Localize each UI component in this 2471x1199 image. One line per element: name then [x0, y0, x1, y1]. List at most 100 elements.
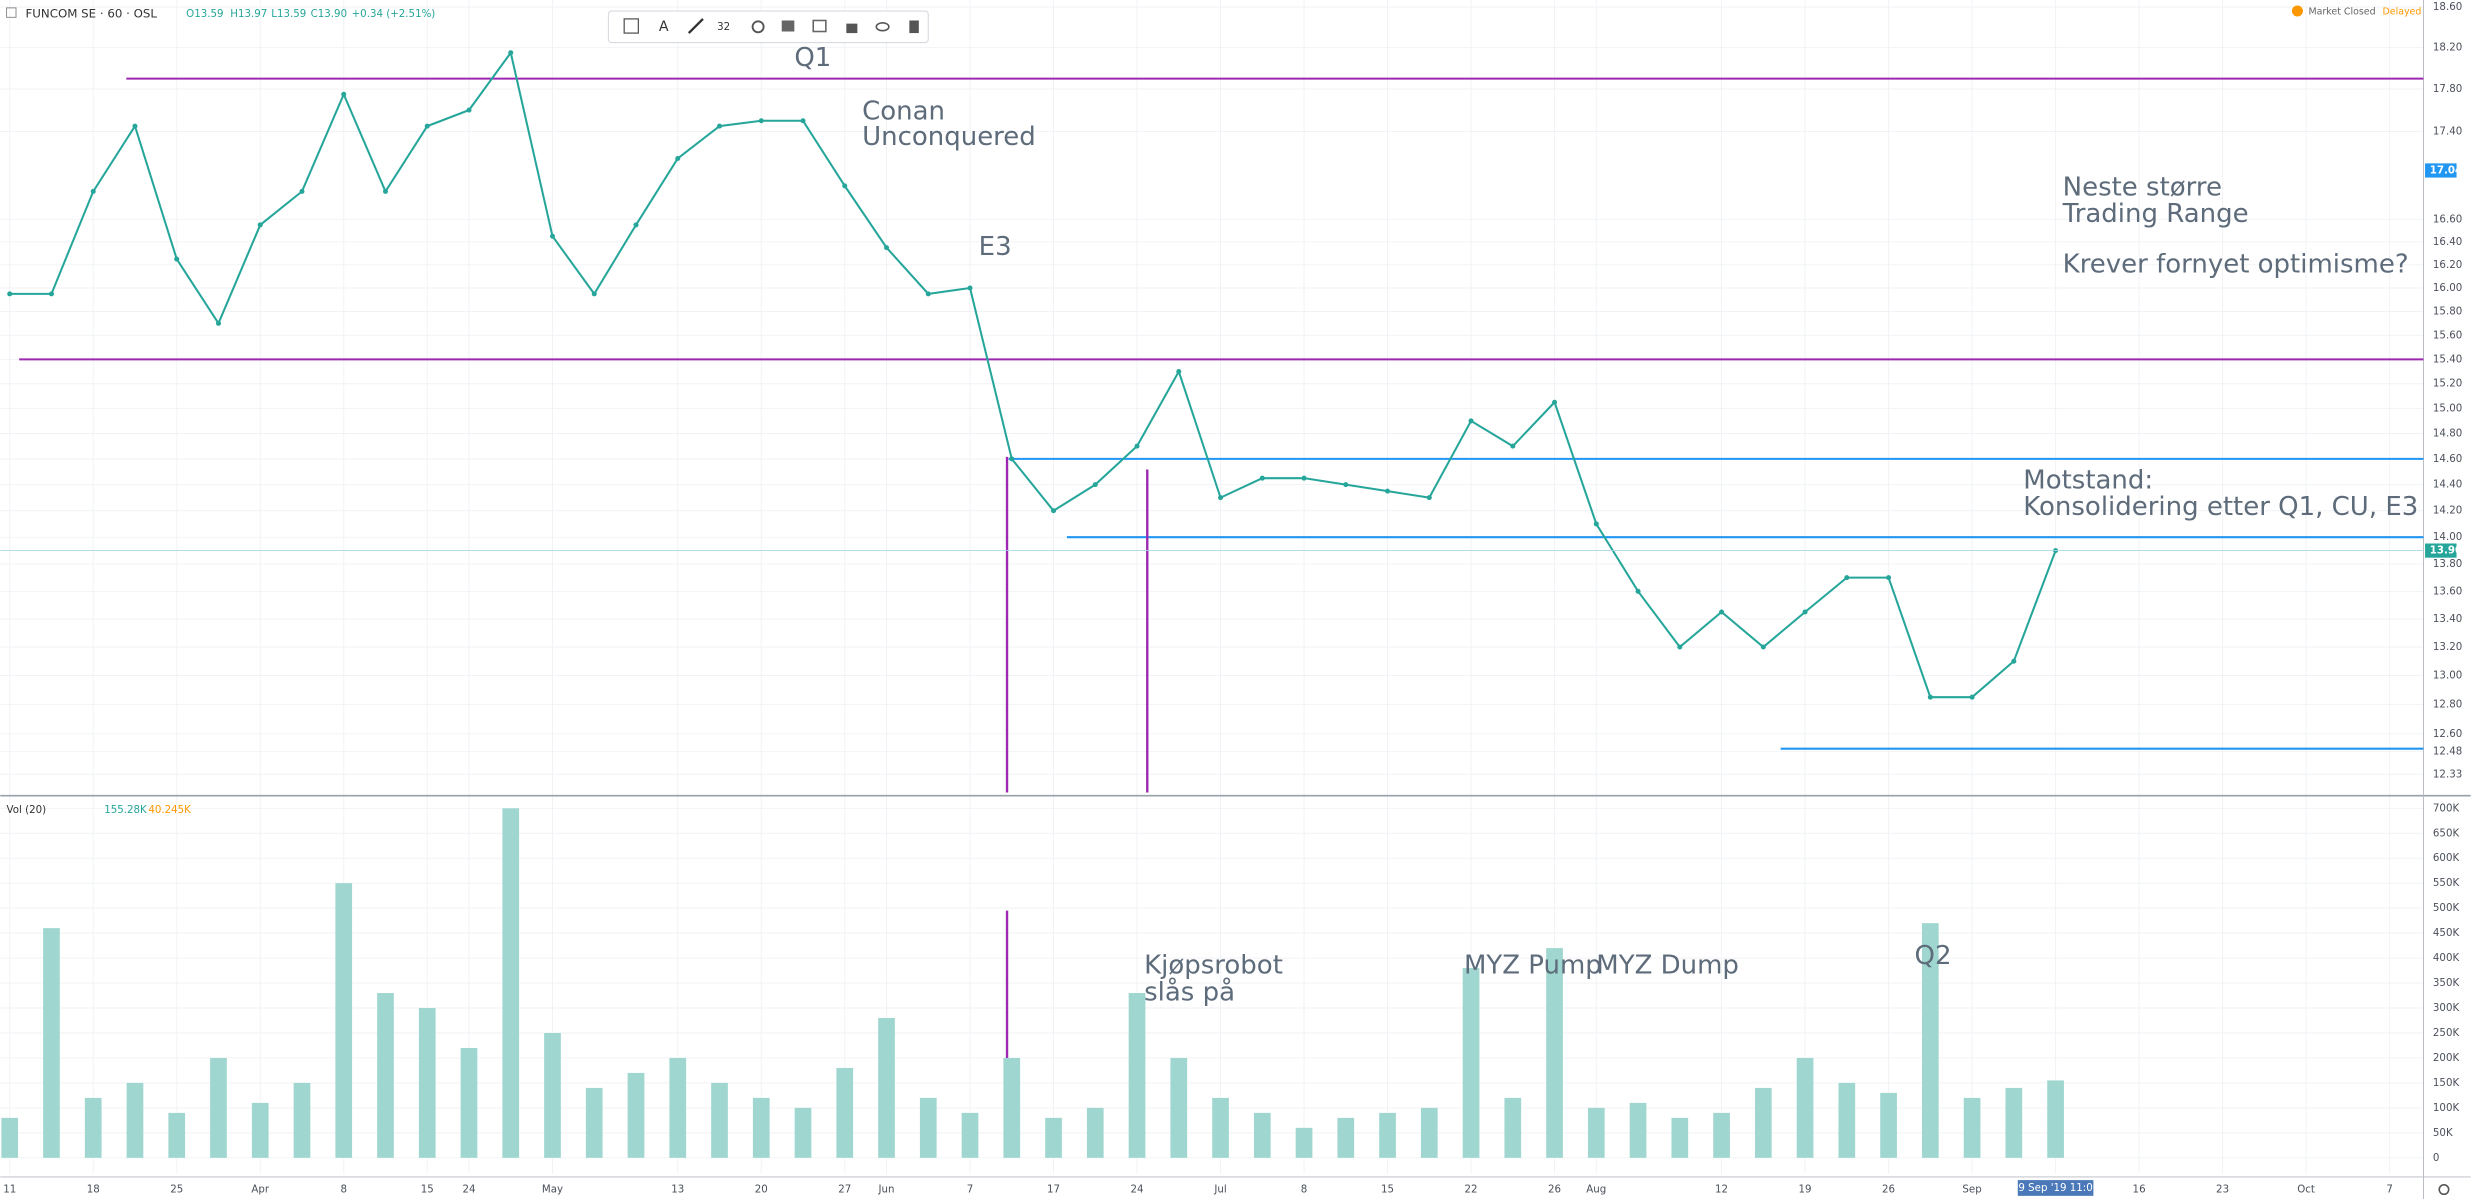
x-tick-label: May: [542, 1184, 563, 1196]
price-point: [1886, 575, 1892, 581]
collapse-icon[interactable]: [6, 7, 17, 18]
x-tick-label: 7: [2386, 1184, 2393, 1196]
volume-tick-label: 150K: [2433, 1077, 2460, 1089]
price-point: [1510, 443, 1516, 449]
volume-bar: [126, 1082, 144, 1158]
price-line: [9, 50, 2057, 699]
x-tick-label: 25: [170, 1184, 183, 1196]
tool-settings[interactable]: [751, 20, 765, 34]
tool-shape[interactable]: [623, 18, 639, 34]
price-point: [1092, 482, 1098, 488]
settings-icon[interactable]: [2438, 1184, 2450, 1196]
x-tick-label: 24: [462, 1184, 475, 1196]
ohlc-close: C13.90: [311, 8, 347, 20]
volume-bar: [669, 1057, 687, 1158]
tool-delete[interactable]: [909, 20, 919, 34]
price-label-box: [2425, 163, 2457, 178]
price-point: [883, 245, 890, 251]
tool-clone[interactable]: [812, 19, 827, 33]
annotation: Unconquered: [862, 122, 1036, 152]
price-point: [925, 291, 931, 297]
volume-bar: [1629, 1102, 1647, 1158]
volume-bar: [293, 1082, 311, 1158]
volume-bar: [168, 1112, 186, 1158]
tool-text-icon[interactable]: A: [659, 19, 669, 35]
volume-bar: [836, 1067, 854, 1158]
x-tick-label: Aug: [1586, 1184, 1606, 1196]
y-tick-label: 12.60: [2433, 728, 2462, 740]
y-tick-label: 14.20: [2433, 505, 2462, 517]
price-point: [1635, 588, 1641, 594]
y-tick-label: 17.80: [2433, 83, 2462, 95]
volume-bar: [1003, 1057, 1021, 1158]
price-point: [424, 123, 430, 129]
x-tick-label: 19: [1799, 1184, 1812, 1196]
x-tick-label: Apr: [251, 1184, 269, 1196]
toolbar-panel: [607, 10, 929, 44]
volume-bar: [210, 1057, 227, 1158]
price-point: [716, 123, 723, 129]
x-tick-label: 15: [421, 1184, 434, 1196]
y-tick-label: 17.40: [2433, 125, 2462, 137]
volume-bar: [418, 1008, 436, 1158]
volume-bar: [627, 1072, 645, 1158]
volume-tick-label: 400K: [2433, 952, 2460, 964]
volume-bar: [84, 1097, 102, 1158]
annotation: Krever fornyet optimisme?: [2063, 250, 2409, 280]
y-tick-label: 16.00: [2433, 282, 2462, 294]
price-label: 13.90: [2430, 545, 2462, 557]
y-tick-label: 13.40: [2433, 613, 2462, 625]
volume-bar: [1921, 923, 1939, 1158]
tool-pen[interactable]: [687, 18, 704, 34]
tool-size[interactable]: 32: [717, 21, 730, 33]
volume-bar: [460, 1047, 478, 1158]
price-point: [1426, 495, 1432, 501]
x-tick-label: 8: [1301, 1184, 1308, 1196]
x-tick-label: 15: [1381, 1184, 1394, 1196]
volume-bar: [919, 1097, 937, 1158]
annotation: MYZ Pump: [1464, 951, 1602, 981]
volume-bar: [1754, 1087, 1772, 1158]
price-point: [257, 222, 263, 228]
volume-bar: [1713, 1112, 1730, 1158]
y-tick-label: 14.60: [2433, 453, 2462, 465]
x-tick-label: Sep: [1962, 1184, 1981, 1196]
y-tick-label: 15.20: [2433, 378, 2462, 390]
volume-bar: [1462, 968, 1480, 1158]
y-tick-label: 15.80: [2433, 305, 2462, 317]
x-tick-label: 22: [1465, 1184, 1478, 1196]
volume-bar: [1587, 1107, 1605, 1158]
price-point: [174, 256, 180, 262]
y-tick-label: 16.40: [2433, 236, 2462, 248]
volume-bar: [2005, 1087, 2023, 1158]
price-point: [90, 188, 96, 194]
tool-layers[interactable]: [781, 20, 795, 32]
volume-tick-label: 450K: [2433, 927, 2460, 939]
ohlc-low: L13.59: [271, 8, 306, 20]
crosshair-time-box: [2017, 1180, 2094, 1196]
price-point: [1134, 443, 1140, 449]
volume-tick-label: 200K: [2433, 1052, 2460, 1064]
annotation: Conan: [862, 97, 945, 127]
volume-bar: [585, 1087, 603, 1158]
volume-bar: [878, 1018, 895, 1158]
y-tick-label: 14.00: [2433, 531, 2462, 543]
volume-bar: [1963, 1097, 1981, 1158]
y-tick-label: 12.80: [2433, 698, 2462, 710]
x-tick-label: 24: [1131, 1184, 1144, 1196]
volume-bar: [544, 1032, 561, 1158]
price-point: [1593, 521, 1599, 527]
market-status-icon: [2291, 5, 2303, 17]
y-tick-label: 14.80: [2433, 428, 2462, 440]
annotation: Trading Range: [2062, 199, 2249, 229]
volume-ma: 40.245K: [148, 804, 191, 816]
y-tick-label: 15.00: [2433, 402, 2462, 414]
price-point: [1760, 644, 1766, 650]
volume-bar: [1546, 948, 1563, 1158]
price-point: [675, 155, 681, 161]
price-point: [508, 50, 514, 56]
volume-bar: [1212, 1097, 1229, 1158]
tool-lock[interactable]: [846, 23, 858, 34]
tool-visibility[interactable]: [875, 22, 890, 32]
